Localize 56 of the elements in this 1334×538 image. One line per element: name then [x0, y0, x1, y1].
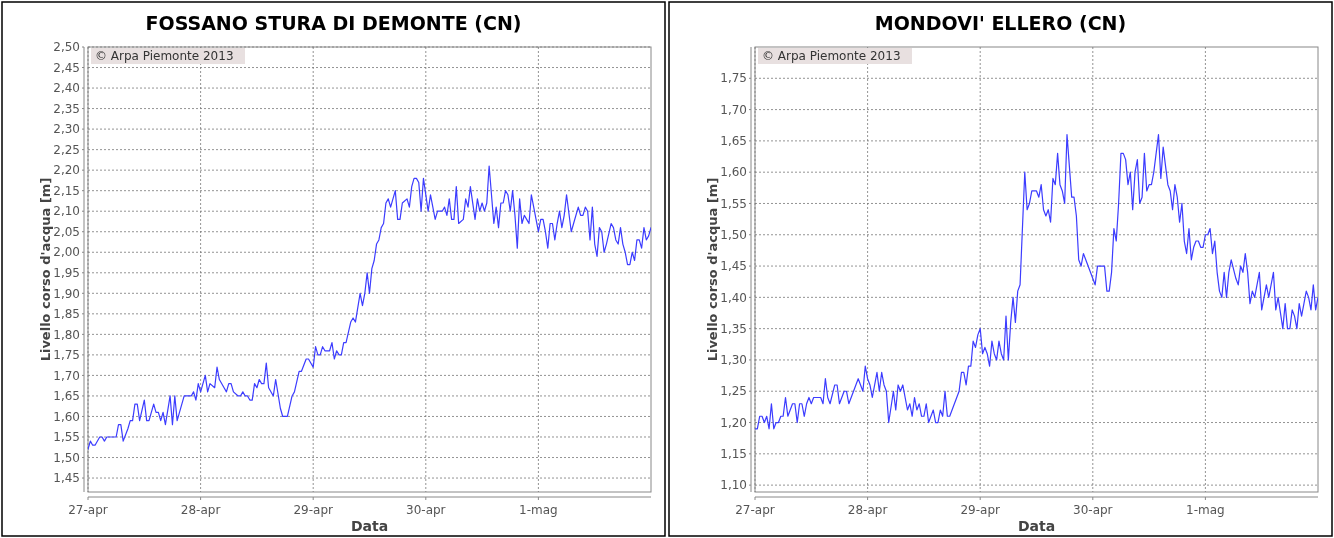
y-tick-label: 1,60 — [53, 409, 80, 424]
x-tick-label: 30-apr — [1073, 503, 1113, 517]
x-tick-label: 28-apr — [847, 503, 888, 517]
y-tick-label: 2,05 — [53, 224, 80, 239]
x-tick-label: 1-mag — [519, 503, 558, 517]
x-axis-title: Data — [350, 518, 389, 534]
annotation: © Arpa Piemonte 2013 — [95, 49, 234, 63]
x-axis-title: Data — [1017, 518, 1056, 534]
y-tick-label: 2,25 — [53, 142, 80, 157]
x-tick-label: 29-apr — [293, 503, 334, 517]
y-axis-title: Livello corso d'acqua [m] — [38, 177, 53, 362]
x-tick-label: 30-apr — [406, 503, 446, 517]
y-tick-label: 1,50 — [53, 450, 80, 465]
y-tick-label: 1,40 — [720, 290, 747, 305]
y-tick-label: 1,45 — [53, 471, 80, 486]
annotation: © Arpa Piemonte 2013 — [762, 49, 901, 63]
y-tick-label: 1,85 — [53, 307, 80, 322]
y-tick-label: 2,15 — [53, 183, 80, 198]
y-tick-label: 1,55 — [720, 196, 747, 211]
line-series — [88, 165, 651, 450]
y-tick-label: 1,70 — [720, 102, 747, 117]
x-tick-label: 1-mag — [1186, 503, 1225, 517]
x-tick-label: 27-apr — [68, 503, 108, 517]
y-tick-label: 2,50 — [53, 40, 80, 55]
y-axis-title: Livello corso d'acqua [m] — [705, 177, 720, 362]
y-tick-label: 1,90 — [53, 286, 80, 301]
y-tick-label: 1,25 — [720, 384, 747, 399]
y-tick-label: 1,65 — [720, 134, 747, 149]
y-tick-label: 2,00 — [53, 245, 80, 260]
y-tick-label: 2,35 — [53, 101, 80, 116]
line-series — [755, 134, 1318, 430]
x-tick-label: 28-apr — [180, 503, 221, 517]
y-tick-label: 1,50 — [720, 227, 747, 242]
y-tick-label: 2,10 — [53, 204, 80, 219]
y-tick-label: 2,30 — [53, 122, 80, 137]
y-tick-label: 2,45 — [53, 60, 80, 75]
x-tick-label: 29-apr — [960, 503, 1001, 517]
y-tick-label: 1,10 — [720, 478, 747, 493]
y-tick-label: 1,70 — [53, 368, 80, 383]
y-tick-label: 1,75 — [720, 71, 747, 86]
chart-title: FOSSANO STURA DI DEMONTE (CN) — [145, 12, 522, 34]
chart-title: MONDOVI' ELLERO (CN) — [874, 12, 1127, 34]
y-tick-label: 1,65 — [53, 389, 80, 404]
x-tick-label: 27-apr — [735, 503, 775, 517]
y-tick-label: 1,45 — [720, 259, 747, 274]
y-tick-label: 1,15 — [720, 447, 747, 462]
y-tick-label: 1,30 — [720, 353, 747, 368]
y-tick-label: 1,95 — [53, 265, 80, 280]
y-tick-label: 1,20 — [720, 415, 747, 430]
y-tick-label: 1,75 — [53, 348, 80, 363]
y-tick-label: 1,55 — [53, 430, 80, 445]
y-tick-label: 2,40 — [53, 81, 80, 96]
y-tick-label: 1,80 — [53, 327, 80, 342]
y-tick-label: 2,20 — [53, 163, 80, 178]
y-tick-label: 1,60 — [720, 165, 747, 180]
y-tick-label: 1,35 — [720, 321, 747, 336]
